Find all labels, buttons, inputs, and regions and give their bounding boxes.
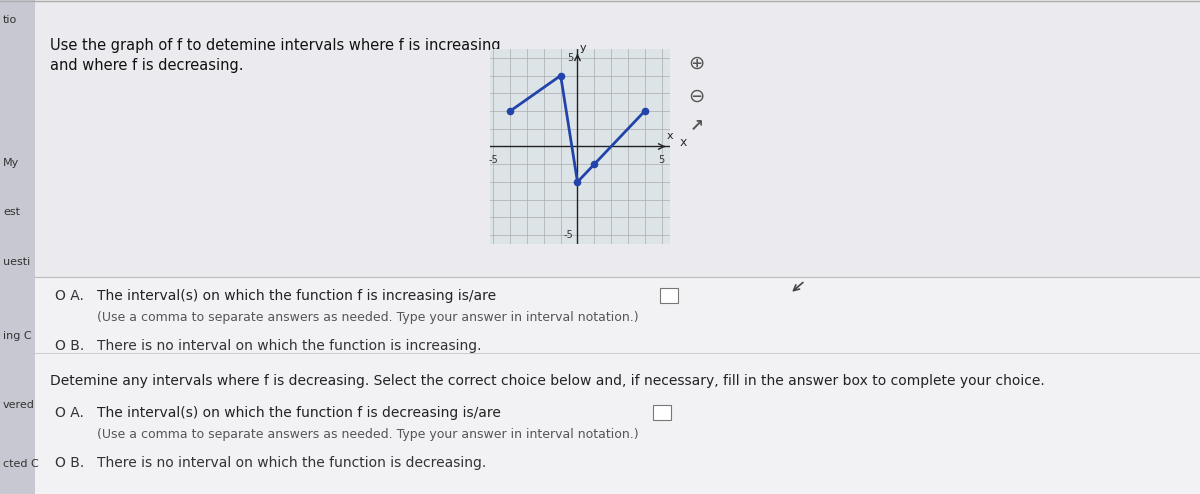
Text: O B.: O B. [55, 339, 84, 353]
Text: -5: -5 [488, 156, 498, 165]
Text: Use the graph of f to detemine intervals where f is increasing: Use the graph of f to detemine intervals… [50, 38, 500, 53]
Text: 5: 5 [659, 156, 665, 165]
Text: uesti: uesti [2, 257, 30, 267]
Text: There is no interval on which the function is decreasing.: There is no interval on which the functi… [97, 455, 486, 470]
Bar [653, 405, 671, 419]
Text: and where f is decreasing.: and where f is decreasing. [50, 58, 244, 73]
Point [551, 72, 570, 80]
Bar [35, 0, 1200, 277]
Text: O A.: O A. [55, 406, 84, 419]
Text: x: x [680, 135, 688, 149]
Text: ⊕: ⊕ [688, 54, 704, 73]
Text: tio: tio [2, 15, 17, 25]
Text: O B.: O B. [55, 455, 84, 470]
Text: ↗: ↗ [690, 117, 704, 135]
Text: The interval(s) on which the function f is decreasing is/are: The interval(s) on which the function f … [97, 406, 500, 419]
Point [635, 107, 654, 115]
Text: My: My [2, 158, 19, 168]
Text: (Use a comma to separate answers as needed. Type your answer in interval notatio: (Use a comma to separate answers as need… [97, 428, 638, 441]
Bar [35, 277, 1200, 494]
Bar [0, 0, 35, 494]
Text: ⊖: ⊖ [688, 87, 704, 106]
Text: Detemine any intervals where f is decreasing. Select the correct choice below an: Detemine any intervals where f is decrea… [50, 373, 1045, 388]
Point [500, 107, 520, 115]
Text: est: est [2, 207, 20, 217]
Point [568, 178, 587, 186]
Text: x: x [667, 131, 673, 141]
Text: The interval(s) on which the function f is increasing is/are: The interval(s) on which the function f … [97, 288, 496, 303]
Text: cted C: cted C [2, 459, 38, 469]
Text: vered: vered [2, 400, 35, 410]
Text: O A.: O A. [55, 288, 84, 303]
Text: There is no interval on which the function is increasing.: There is no interval on which the functi… [97, 339, 481, 353]
Text: y: y [580, 42, 587, 52]
Text: ing C: ing C [2, 331, 31, 341]
Bar [660, 288, 678, 303]
Text: -5: -5 [564, 230, 574, 240]
Text: (Use a comma to separate answers as needed. Type your answer in interval notatio: (Use a comma to separate answers as need… [97, 311, 638, 324]
Text: 5: 5 [568, 53, 574, 63]
Point [584, 160, 604, 168]
